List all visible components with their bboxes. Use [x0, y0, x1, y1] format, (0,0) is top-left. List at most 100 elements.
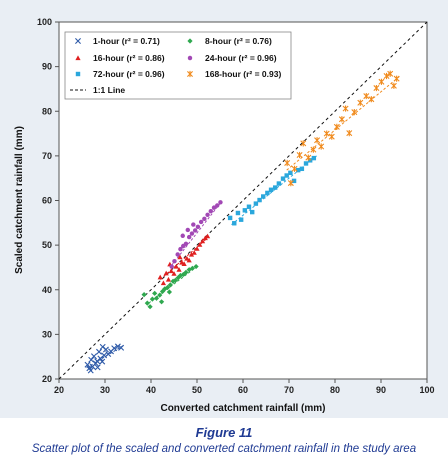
x-axis-title: Converted catchment rainfall (mm): [160, 403, 325, 414]
y-tick-label: 70: [42, 151, 52, 161]
data-point-series-5: [310, 146, 317, 153]
data-point-series-2: [157, 274, 163, 280]
data-point-series-5: [318, 143, 325, 150]
data-point-series-4: [268, 187, 274, 192]
data-point-series-3: [198, 219, 204, 225]
data-point-series-4: [291, 178, 297, 184]
data-point-series-0: [88, 356, 95, 363]
data-point-series-1: [193, 263, 199, 270]
data-point-series-1: [175, 275, 181, 281]
data-point-series-5: [383, 72, 390, 80]
data-point-series-4: [299, 166, 305, 172]
data-point-series-4: [257, 197, 262, 203]
data-point-series-1: [152, 290, 158, 296]
data-point-series-3: [205, 212, 210, 217]
data-point-series-3: [202, 216, 207, 222]
data-point-series-2: [181, 261, 187, 266]
legend-label-reference-line: 1:1 Line: [93, 85, 125, 95]
y-axis-title: Scaled catchment rainfall (mm): [14, 126, 25, 274]
data-point-series-3: [218, 200, 223, 205]
data-point-series-3: [211, 205, 217, 210]
figure-panel: 20 30 40 50 60 70 80 90 100 20 30 40 50 60 70 80 90 100 …: [0, 0, 448, 418]
data-point-series-1: [166, 289, 172, 295]
data-point-series-0: [94, 364, 101, 371]
data-point-series-3: [215, 203, 220, 208]
data-point-series-2: [160, 280, 167, 286]
data-point-series-4: [249, 209, 255, 215]
legend-label-series-3: 24-hour (r² = 0.96): [205, 53, 277, 63]
data-point-series-3: [180, 233, 185, 238]
figure-title: Figure 11: [195, 425, 253, 440]
legend-marker-series-4: [75, 71, 81, 77]
legend-marker-series-5: [187, 70, 193, 78]
data-point-series-5: [291, 165, 298, 172]
y-tick-label: 60: [42, 196, 52, 206]
x-tick-label: 80: [330, 385, 340, 395]
legend-label-series-4: 72-hour (r² = 0.96): [93, 69, 165, 79]
data-point-series-5: [305, 154, 312, 161]
figure-caption: Scatter plot of the scaled and converted…: [31, 443, 417, 455]
data-point-series-4: [303, 161, 309, 166]
y-tick-label: 30: [42, 329, 52, 339]
data-point-series-4: [246, 204, 252, 209]
data-point-series-5: [351, 109, 358, 116]
scatter-chart: 20 30 40 50 60 70 80 90 100 2030405060708090100 …: [14, 17, 435, 414]
data-point-series-5: [393, 75, 400, 82]
data-point-series-0: [96, 348, 103, 355]
y-tick-label: 80: [42, 106, 52, 116]
data-point-series-3: [208, 209, 214, 214]
data-point-series-4: [232, 221, 237, 226]
data-point-series-2: [194, 246, 200, 251]
data-point-series-0: [90, 353, 97, 360]
data-point-series-3: [192, 228, 198, 233]
data-point-series-5: [346, 130, 353, 137]
data-point-series-4: [311, 155, 317, 161]
data-point-series-0: [114, 343, 121, 350]
data-point-series-5: [323, 130, 330, 137]
data-point-series-0: [111, 345, 118, 352]
data-point-series-2: [197, 242, 203, 247]
data-point-series-4: [288, 170, 293, 176]
x-axis-ticks: 20 30 40 50 60 70 80 90 100: [54, 379, 435, 395]
data-point-series-2: [184, 255, 190, 261]
data-point-series-4: [238, 217, 244, 222]
data-point-series-4: [242, 208, 248, 213]
legend-box: [64, 31, 292, 100]
data-point-series-2: [168, 268, 174, 274]
data-point-series-5: [342, 105, 349, 112]
data-point-series-4: [235, 210, 241, 216]
chart-legend: 1-hour (r² = 0.71) 8-hour (r² = 0.76) 16-h…: [64, 31, 292, 100]
x-tick-label: 50: [192, 385, 202, 395]
x-tick-label: 60: [238, 385, 248, 395]
data-point-series-1: [189, 265, 195, 271]
data-point-series-0: [99, 358, 106, 365]
data-point-series-4: [253, 201, 259, 206]
data-point-series-1: [183, 269, 189, 275]
data-point-series-5: [296, 151, 303, 159]
data-point-series-3: [183, 241, 189, 246]
data-point-series-2: [171, 271, 177, 276]
data-point-series-2: [199, 238, 206, 244]
data-point-series-5: [287, 179, 294, 187]
legend-label-series-5: 168-hour (r² = 0.93): [205, 69, 281, 79]
data-point-series-2: [202, 235, 208, 241]
legend-marker-series-2: [75, 55, 81, 61]
data-point-series-4: [307, 158, 313, 163]
data-point-series-1: [158, 299, 165, 305]
data-point-series-5: [363, 92, 370, 100]
x-tick-label: 30: [100, 385, 110, 395]
data-point-series-1: [144, 300, 150, 306]
data-point-series-1: [149, 296, 155, 302]
data-point-series-1: [162, 286, 168, 292]
data-point-series-2: [165, 276, 172, 282]
data-point-series-4: [295, 167, 301, 173]
data-point-series-0: [118, 344, 125, 351]
data-point-series-5: [284, 159, 291, 167]
x-tick-label: 90: [376, 385, 386, 395]
legend-label-series-0: 1-hour (r² = 0.71): [93, 36, 160, 46]
data-point-series-2: [163, 270, 169, 276]
figure-caption-block: Figure 11 Scatter plot of the scaled and…: [0, 425, 448, 458]
data-point-series-1: [153, 295, 160, 301]
reference-line-layer: [58, 21, 428, 380]
data-point-series-3: [172, 258, 177, 264]
